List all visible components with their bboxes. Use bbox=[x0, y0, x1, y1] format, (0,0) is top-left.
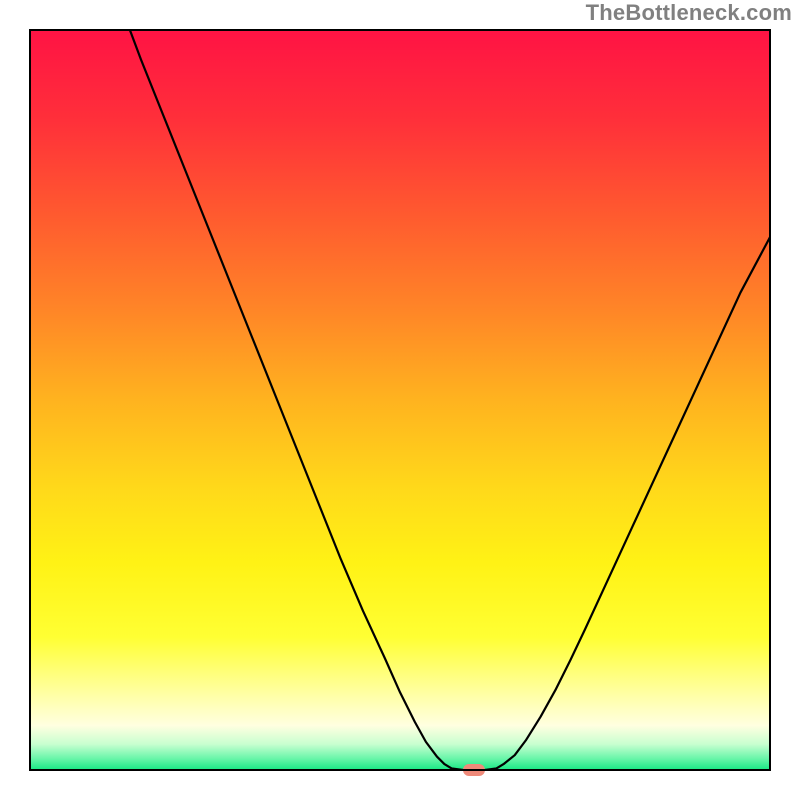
watermark-text: TheBottleneck.com bbox=[586, 0, 792, 26]
plot-background bbox=[30, 30, 770, 770]
chart-container: TheBottleneck.com bbox=[0, 0, 800, 800]
bottleneck-chart bbox=[0, 0, 800, 800]
